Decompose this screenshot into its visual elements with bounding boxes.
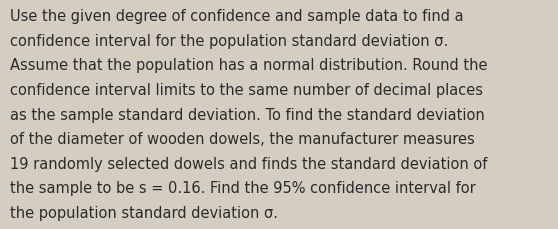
Text: confidence interval limits to the same number of decimal places: confidence interval limits to the same n… <box>10 83 483 98</box>
Text: Use the given degree of confidence and sample data to find a: Use the given degree of confidence and s… <box>10 9 464 24</box>
Text: as the sample standard deviation. To find the standard deviation: as the sample standard deviation. To fin… <box>10 107 485 122</box>
Text: 19 randomly selected dowels and finds the standard deviation of: 19 randomly selected dowels and finds th… <box>10 156 488 171</box>
Text: the population standard deviation σ.: the population standard deviation σ. <box>10 205 278 220</box>
Text: confidence interval for the population standard deviation σ.: confidence interval for the population s… <box>10 34 448 49</box>
Text: of the diameter of wooden dowels, the manufacturer measures: of the diameter of wooden dowels, the ma… <box>10 132 475 147</box>
Text: Assume that the population has a normal distribution. Round the: Assume that the population has a normal … <box>10 58 488 73</box>
Text: the sample to be s = 0.16. Find the 95% confidence interval for: the sample to be s = 0.16. Find the 95% … <box>10 181 476 196</box>
